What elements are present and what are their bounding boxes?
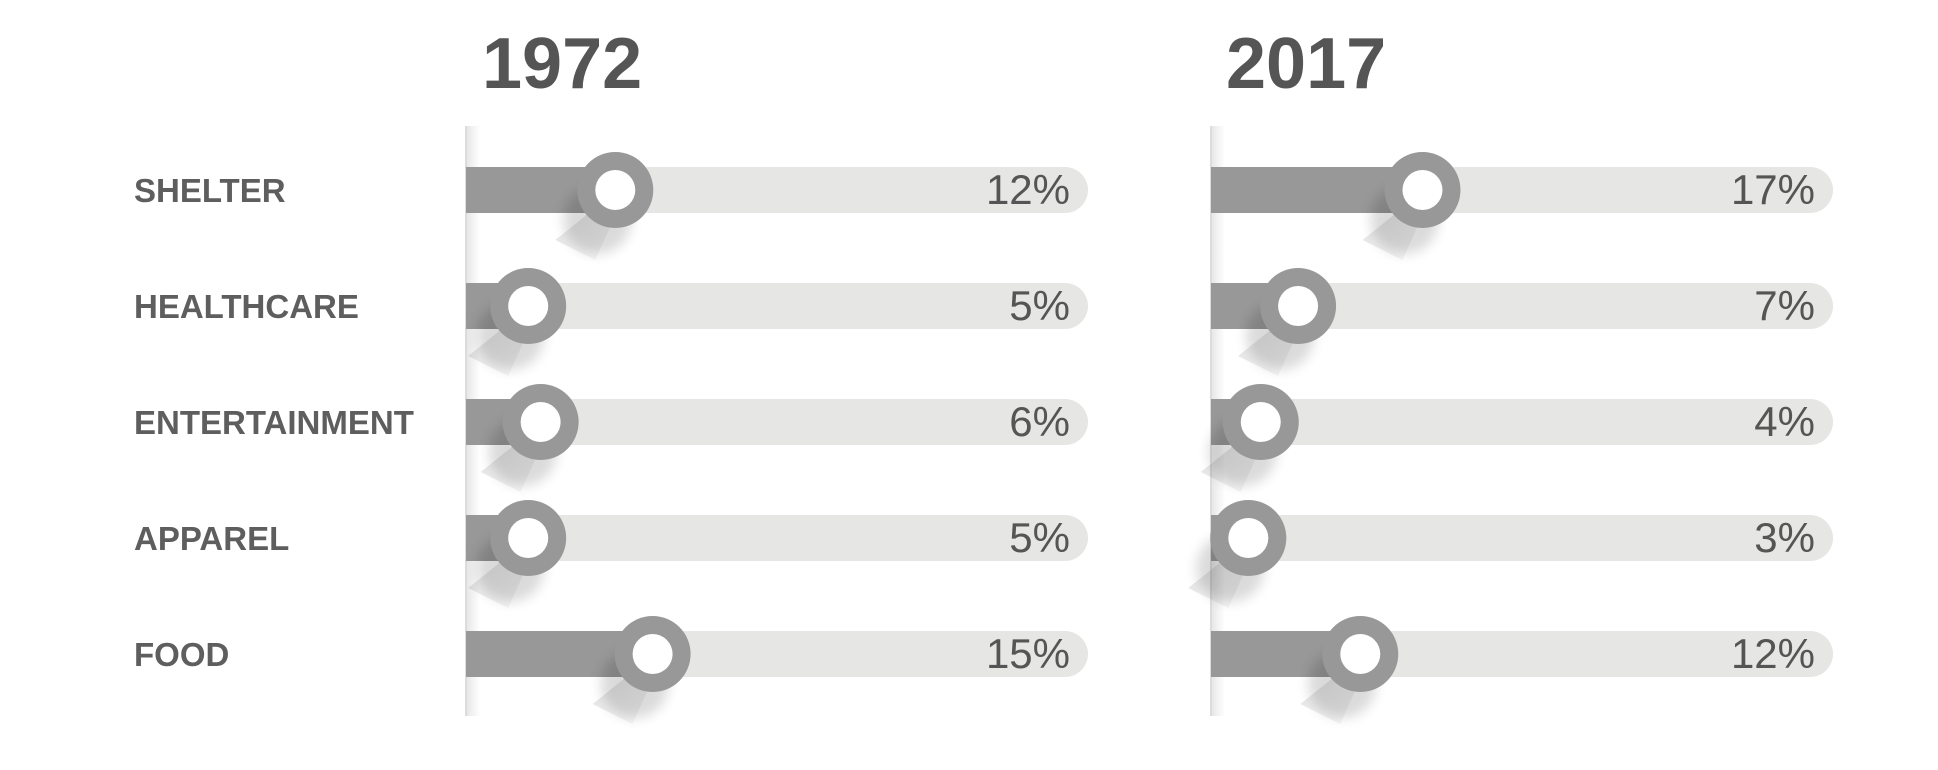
value-label: 6% bbox=[1009, 398, 1070, 445]
series-title-2017: 2017 bbox=[1226, 24, 1386, 104]
slider-knob-center bbox=[1240, 402, 1281, 442]
slider-row-apparel: 3% bbox=[1188, 500, 1833, 608]
panel-2017: 2017 17% 7% 4% 3% 12% bbox=[1188, 24, 1833, 724]
slider-row-shelter: 17% bbox=[1211, 152, 1833, 260]
value-label: 17% bbox=[1731, 166, 1815, 213]
slider-knob-center bbox=[632, 634, 673, 674]
slider-knob-center bbox=[1278, 286, 1319, 326]
value-label: 12% bbox=[986, 166, 1070, 213]
slider-knob-center bbox=[1402, 170, 1443, 210]
slider-row-shelter: 12% bbox=[466, 152, 1088, 260]
slider-row-entertainment: 6% bbox=[466, 384, 1088, 492]
slider-knob-center bbox=[1340, 634, 1381, 674]
value-label: 15% bbox=[986, 630, 1070, 677]
panel-1972: 1972 12% 5% 6% 5% 15% bbox=[465, 24, 1088, 724]
slider-row-food: 12% bbox=[1211, 616, 1833, 724]
slider-knob-center bbox=[1228, 518, 1269, 558]
slider-track bbox=[1211, 399, 1833, 445]
slider-knob-center bbox=[508, 286, 549, 326]
category-label-food: FOOD bbox=[134, 636, 229, 673]
slider-row-healthcare: 5% bbox=[466, 268, 1088, 376]
slider-knob-center bbox=[520, 402, 561, 442]
slider-knob-center bbox=[595, 170, 636, 210]
value-label: 4% bbox=[1754, 398, 1815, 445]
slider-track bbox=[466, 399, 1088, 445]
value-label: 12% bbox=[1731, 630, 1815, 677]
value-label: 7% bbox=[1754, 282, 1815, 329]
slider-knob-center bbox=[508, 518, 549, 558]
slider-row-food: 15% bbox=[466, 616, 1088, 724]
slider-track bbox=[466, 283, 1088, 329]
category-label-apparel: APPAREL bbox=[134, 520, 289, 557]
value-label: 5% bbox=[1009, 282, 1070, 329]
slider-track bbox=[466, 515, 1088, 561]
slider-track bbox=[1211, 283, 1833, 329]
slider-track bbox=[1211, 515, 1833, 561]
category-label-entertainment: ENTERTAINMENT bbox=[134, 404, 414, 441]
value-label: 5% bbox=[1009, 514, 1070, 561]
value-label: 3% bbox=[1754, 514, 1815, 561]
slider-row-healthcare: 7% bbox=[1211, 268, 1833, 376]
series-title-1972: 1972 bbox=[482, 24, 642, 104]
category-label-healthcare: HEALTHCARE bbox=[134, 288, 359, 325]
slider-row-apparel: 5% bbox=[466, 500, 1088, 608]
category-label-shelter: SHELTER bbox=[134, 172, 286, 209]
slider-row-entertainment: 4% bbox=[1200, 384, 1833, 492]
